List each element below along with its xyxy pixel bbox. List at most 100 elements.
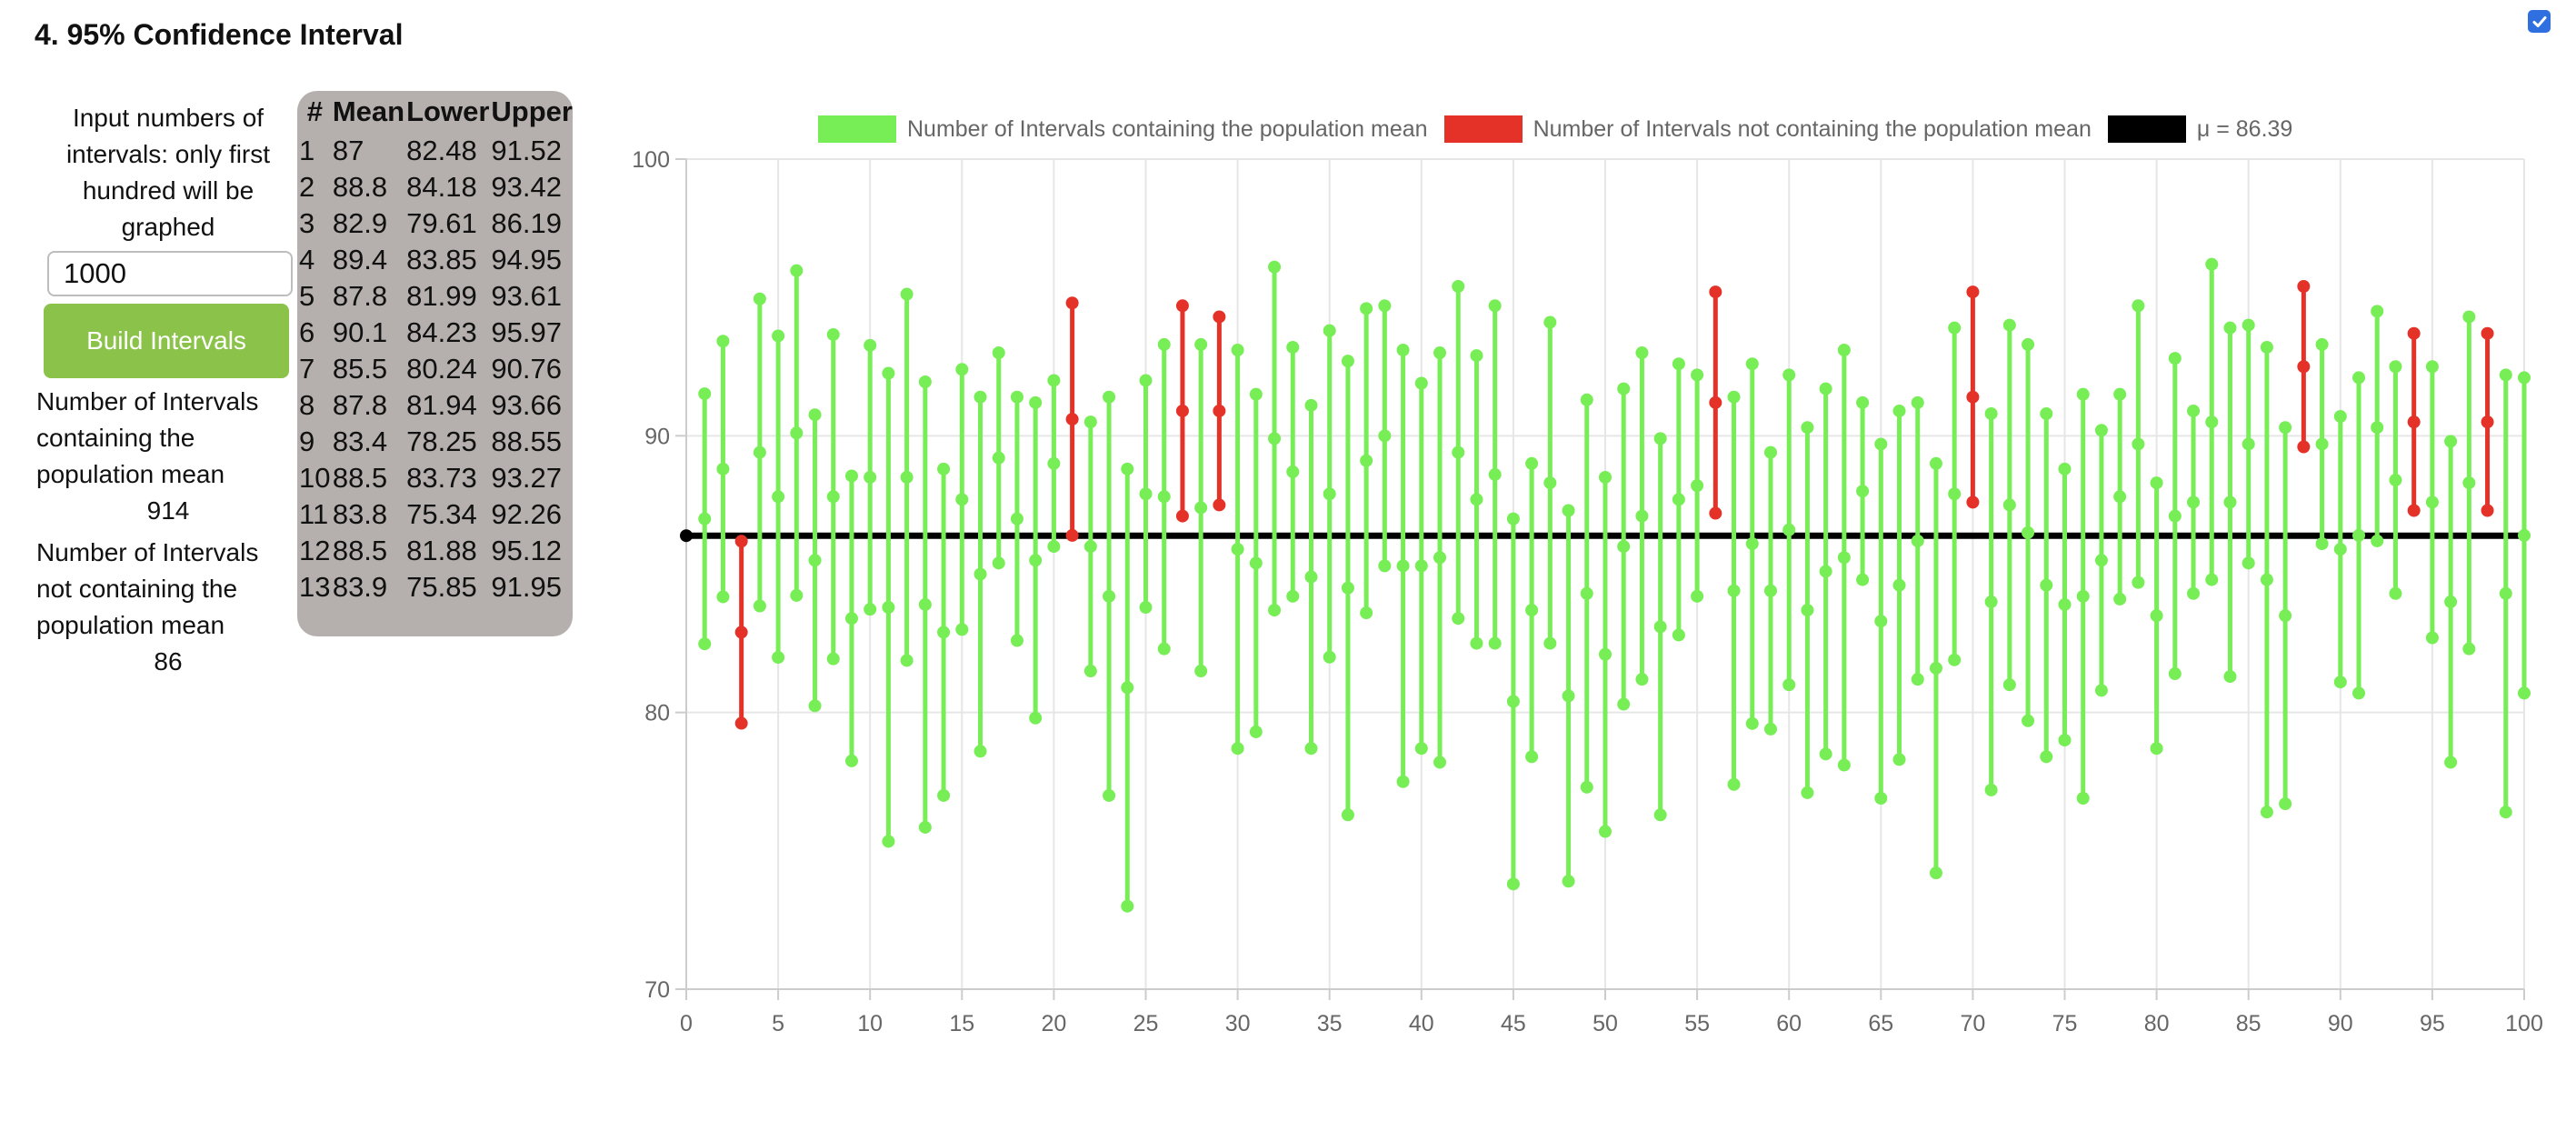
- interval-lower-point: [1525, 750, 1539, 764]
- interval-lower-point: [716, 590, 730, 604]
- legend-item-contain[interactable]: Number of Intervals containing the popul…: [818, 115, 1428, 143]
- row-lower-cell: 84.18: [406, 171, 477, 203]
- interval-count-prompt: Input numbers of intervals: only first h…: [65, 104, 271, 241]
- interval-mean-point: [2297, 360, 2311, 374]
- interval-upper-point: [1029, 395, 1043, 409]
- interval-upper-point: [734, 535, 748, 548]
- interval-upper-point: [2371, 305, 2384, 318]
- interval-lower-point: [2499, 806, 2512, 819]
- interval-mean-point: [1047, 456, 1061, 470]
- checkmark-icon: [2532, 15, 2546, 27]
- interval-lower-point: [2481, 504, 2494, 517]
- interval-upper-point: [955, 363, 969, 376]
- row-index-cell: 12: [299, 535, 331, 566]
- containing-count-value: 914: [146, 496, 190, 525]
- interval-upper-point: [1801, 421, 1814, 435]
- interval-upper-point: [1047, 374, 1061, 387]
- interval-lower-point: [1801, 786, 1814, 799]
- interval-lower-point: [808, 699, 822, 713]
- row-index-cell: 9: [299, 425, 315, 457]
- interval-mean-point: [937, 626, 951, 639]
- interval-count-input[interactable]: [47, 251, 293, 296]
- interval-lower-point: [1341, 808, 1354, 822]
- interval-upper-point: [1194, 337, 1208, 351]
- interval-upper-point: [1286, 340, 1300, 354]
- interval-mean-point: [1984, 595, 1998, 608]
- interval-mean-point: [1121, 681, 1134, 695]
- interval-upper-point: [2094, 424, 2108, 437]
- row-lower-cell: 81.99: [406, 280, 477, 312]
- row-upper-cell: 95.97: [491, 316, 562, 348]
- interval-lower-point: [2058, 734, 2072, 747]
- legend-item-mu[interactable]: μ = 86.39: [2107, 115, 2292, 143]
- interval-mean-point: [1819, 565, 1832, 578]
- row-upper-cell: 88.55: [491, 425, 562, 457]
- interval-mean-point: [2444, 595, 2458, 608]
- interval-mean-point: [808, 554, 822, 567]
- interval-lower-point: [1378, 559, 1392, 573]
- interval-upper-point: [1378, 299, 1392, 313]
- interval-upper-point: [1617, 382, 1631, 395]
- interval-mean-point: [1414, 559, 1428, 573]
- interval-mean-point: [2223, 495, 2237, 509]
- interval-mean-point: [1286, 465, 1300, 478]
- row-upper-cell: 90.76: [491, 353, 562, 385]
- row-lower-cell: 75.34: [406, 498, 477, 530]
- interval-lower-point: [1874, 792, 1888, 806]
- interval-upper-point: [1911, 395, 1924, 409]
- row-mean-cell: 88.5: [332, 462, 388, 494]
- interval-lower-point: [973, 745, 987, 758]
- row-upper-cell: 86.19: [491, 207, 562, 239]
- interval-lower-point: [2094, 684, 2108, 697]
- interval-lower-point: [772, 651, 785, 665]
- interval-mean-point: [2260, 573, 2273, 586]
- interval-mean-point: [1727, 584, 1741, 597]
- build-intervals-button[interactable]: Build Intervals: [44, 304, 289, 378]
- interval-upper-point: [2150, 476, 2163, 490]
- interval-upper-point: [1488, 299, 1502, 313]
- interval-lower-point: [2076, 792, 2090, 806]
- legend-item-not-contain[interactable]: Number of Intervals not containing the p…: [1443, 115, 2092, 143]
- interval-lower-point: [2132, 576, 2145, 589]
- not-containing-count-value: 86: [154, 647, 183, 676]
- legend-swatch-not-contain: [1443, 115, 1523, 143]
- interval-lower-point: [2425, 631, 2439, 645]
- intervals-table-panel[interactable]: # Mean Lower Upper 1 87 82.48 91.52 2 88.8 84.…: [297, 91, 573, 636]
- row-upper-cell: 94.95: [491, 244, 562, 275]
- interval-lower-point: [2040, 750, 2053, 764]
- interval-mean-point: [2389, 474, 2402, 487]
- interval-upper-point: [2389, 360, 2402, 374]
- interval-upper-point: [2297, 279, 2311, 293]
- interval-upper-point: [772, 329, 785, 343]
- interval-mean-point: [1249, 556, 1263, 570]
- interval-mean-point: [1617, 540, 1631, 554]
- interval-lower-point: [882, 835, 895, 848]
- table-row: 1 87 82.48 91.52: [297, 133, 573, 169]
- interval-mean-point: [1580, 586, 1593, 600]
- interval-upper-point: [844, 469, 858, 483]
- row-lower-cell: 81.94: [406, 389, 477, 421]
- chart-plot: 0 5 10 15 20 25 30 35 40 45 50 55 60 65 70 75 80 85 90 95 10…: [632, 147, 2543, 1036]
- interval-mean-point: [918, 597, 932, 611]
- interval-mean-point: [1745, 537, 1759, 551]
- interval-upper-point: [1231, 343, 1244, 356]
- interval-upper-point: [1635, 346, 1649, 360]
- interval-upper-point: [1929, 456, 1942, 470]
- interval-mean-point: [1892, 578, 1906, 592]
- interval-mean-point: [2022, 525, 2035, 539]
- interval-upper-point: [2260, 340, 2273, 354]
- interval-lower-point: [900, 654, 914, 667]
- interval-lower-point: [2242, 556, 2255, 570]
- interval-mean-point: [1470, 493, 1483, 506]
- interval-mean-point: [2242, 437, 2255, 451]
- column-header-lower: Lower: [406, 95, 490, 127]
- interval-upper-point: [2462, 310, 2476, 324]
- interval-mean-point: [1782, 523, 1796, 536]
- interval-mean-point: [973, 567, 987, 581]
- toggle-checkbox[interactable]: [2528, 10, 2551, 33]
- interval-upper-point: [2481, 326, 2494, 340]
- row-lower-cell: 79.61: [406, 207, 477, 239]
- interval-mean-point: [716, 462, 730, 475]
- intervals-table: # Mean Lower Upper 1 87 82.48 91.52 2 88.8 84.…: [297, 91, 573, 606]
- interval-lower-point: [1984, 783, 1998, 796]
